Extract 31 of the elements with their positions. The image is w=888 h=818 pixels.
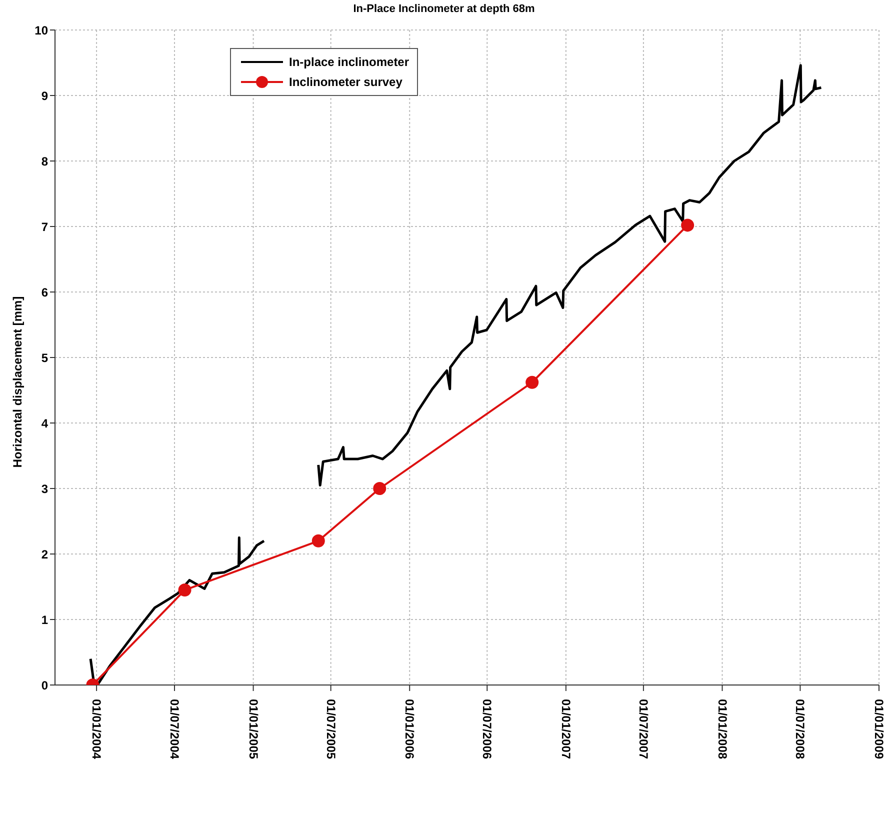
y-tick-label: 6: [41, 285, 48, 300]
y-tick-label: 10: [34, 23, 48, 38]
y-tick-label: 4: [41, 416, 48, 430]
point: [373, 482, 386, 495]
y-tick-label: 7: [41, 220, 48, 234]
x-tick-label: 01/07/2005: [324, 699, 338, 760]
x-tick-label: 01/01/2004: [90, 699, 104, 760]
x-tick-label: 01/01/2009: [872, 699, 886, 760]
y-tick-label: 2: [41, 547, 48, 562]
legend-label: In-place inclinometer: [289, 55, 410, 69]
x-tick-label: 01/01/2006: [402, 699, 417, 760]
y-axis-title: Horizontal displacement [mm]: [11, 296, 26, 468]
chart-title: In-Place Inclinometer at depth 68m: [352, 3, 536, 15]
point: [312, 534, 325, 548]
point: [681, 218, 694, 232]
y-tick-label: 1: [41, 612, 48, 627]
x-tick-label: 01/07/2008: [793, 699, 808, 760]
y-tick-label: 9: [41, 88, 48, 103]
x-tick-label: 01/07/2007: [636, 699, 650, 760]
point: [178, 584, 192, 597]
x-tick-label: 01/01/2007: [558, 699, 573, 760]
legend-label: Inclinometer survey: [289, 75, 402, 89]
x-tick-label: 01/07/2006: [480, 699, 494, 760]
y-tick-label: 0: [41, 678, 48, 692]
y-tick-label: 5: [41, 350, 48, 365]
x-tick-label: 01/07/2004: [167, 699, 182, 760]
y-tick-label: 3: [41, 482, 48, 496]
x-tick-label: 01/01/2008: [715, 699, 730, 760]
x-tick-label: 01/01/2005: [246, 699, 260, 760]
point: [526, 376, 539, 389]
y-tick-label: 8: [41, 154, 48, 168]
